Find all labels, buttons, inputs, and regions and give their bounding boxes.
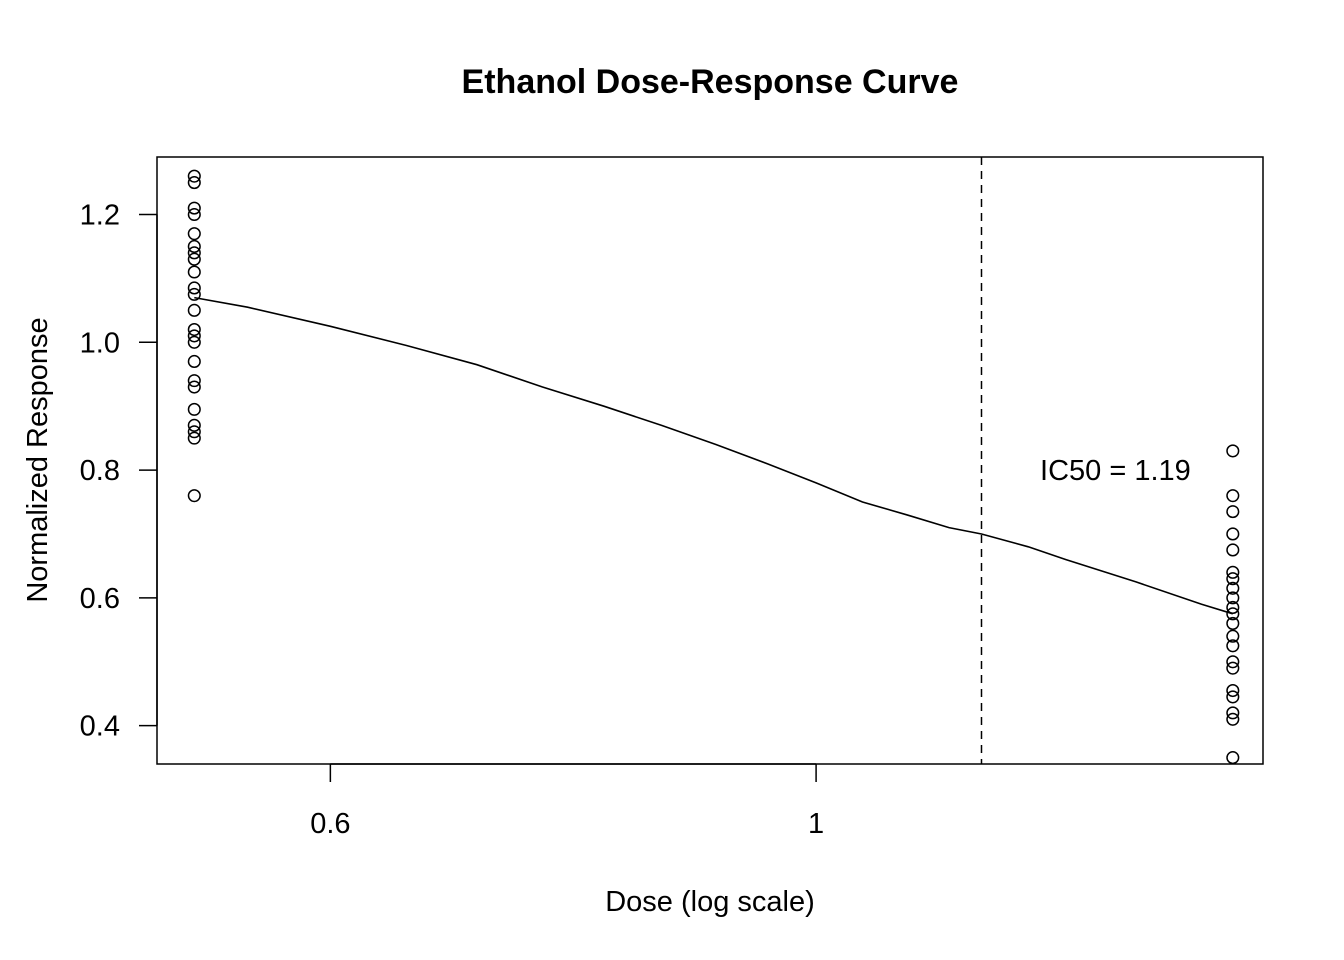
data-point xyxy=(187,418,201,432)
data-point xyxy=(187,227,201,241)
fitted-curve xyxy=(194,296,1234,615)
data-point xyxy=(187,431,201,445)
data-point xyxy=(1226,600,1240,615)
data-point xyxy=(1226,527,1240,541)
data-point xyxy=(187,252,201,266)
data-point xyxy=(187,374,201,388)
data-point xyxy=(187,489,201,503)
data-point xyxy=(187,265,201,279)
data-point xyxy=(1226,706,1240,720)
data-point xyxy=(187,239,201,254)
ic50-annotation: IC50 = 1.19 xyxy=(1040,455,1191,487)
y-tick-label: 0.6 xyxy=(80,583,120,615)
data-point xyxy=(187,201,201,215)
annotation-layer: IC50 = 1.19 xyxy=(1040,455,1191,487)
data-point xyxy=(187,425,201,439)
y-axis: 0.4 0.6 0.8 1.0 1.2 xyxy=(80,200,158,743)
data-point xyxy=(1226,444,1240,458)
data-point xyxy=(187,329,201,343)
data-point xyxy=(187,402,201,416)
data-point xyxy=(187,246,201,260)
data-point xyxy=(187,380,201,394)
x-tick-label: 1 xyxy=(808,808,824,840)
data-point xyxy=(187,176,201,190)
data-point xyxy=(1226,712,1240,726)
data-point xyxy=(187,207,201,222)
data-point xyxy=(1226,690,1240,704)
data-point xyxy=(1226,565,1240,579)
data-point xyxy=(1226,581,1240,595)
data-point xyxy=(1226,661,1240,675)
x-axis-title: Dose (log scale) xyxy=(605,886,815,918)
data-point xyxy=(1226,683,1240,698)
data-point xyxy=(187,354,201,369)
data-point xyxy=(1226,751,1240,765)
data-point xyxy=(187,287,201,301)
y-tick-label: 1.0 xyxy=(80,327,120,359)
y-tick-label: 0.4 xyxy=(80,711,120,743)
x-axis: 0.6 1 xyxy=(310,763,824,840)
data-point xyxy=(1226,505,1240,519)
data-point xyxy=(187,169,201,183)
data-point xyxy=(187,335,201,349)
data-point xyxy=(187,281,201,295)
data-point xyxy=(1226,489,1240,503)
y-axis-title: Normalized Response xyxy=(22,317,54,602)
y-tick-label: 0.8 xyxy=(80,455,120,487)
data-point xyxy=(1226,655,1240,669)
data-point xyxy=(1226,591,1240,605)
data-point xyxy=(187,322,201,337)
data-point xyxy=(1226,607,1240,621)
x-tick-label: 0.6 xyxy=(310,808,350,840)
data-point xyxy=(1226,629,1240,643)
data-point xyxy=(1226,639,1240,653)
data-point xyxy=(1226,543,1240,557)
data-point xyxy=(1226,616,1240,630)
data-points-layer xyxy=(187,169,1240,765)
fitted-curve-layer xyxy=(194,296,1234,615)
data-point xyxy=(1226,572,1240,586)
chart-title: Ethanol Dose-Response Curve xyxy=(462,63,959,101)
y-tick-label: 1.2 xyxy=(80,200,120,232)
data-point xyxy=(187,303,201,317)
